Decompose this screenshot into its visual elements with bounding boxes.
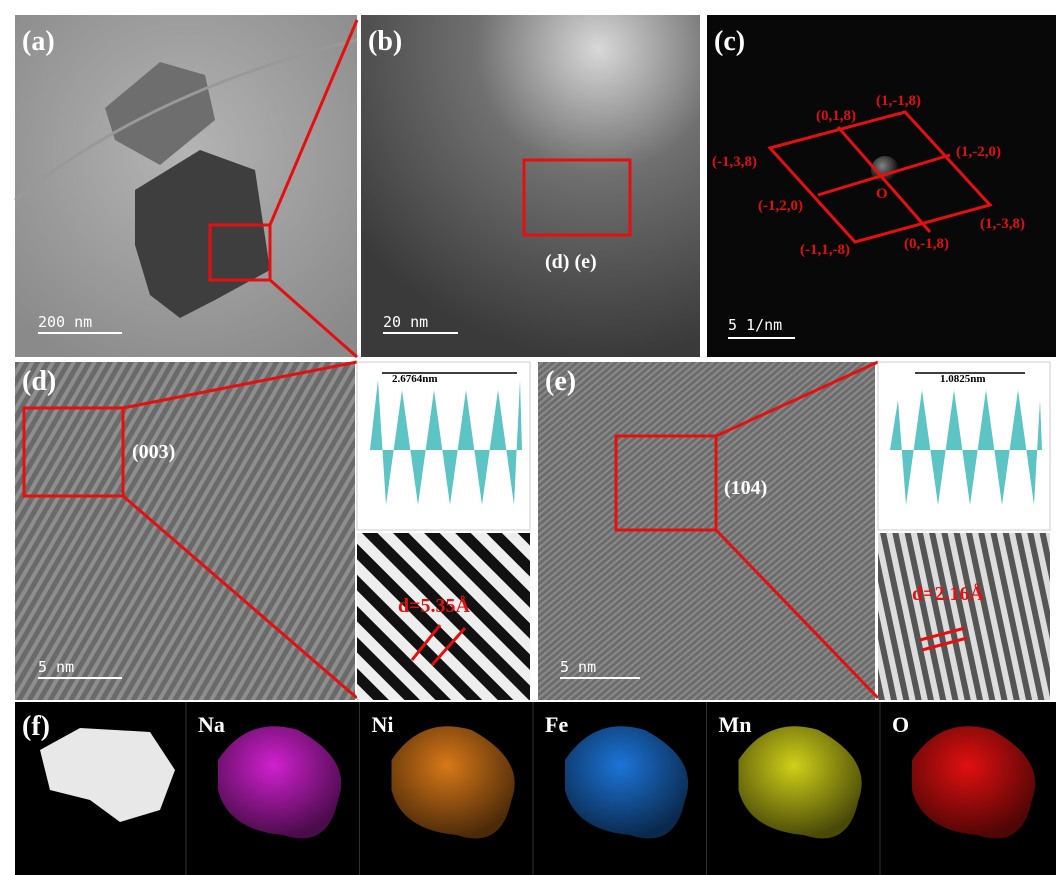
scale-label: 5 nm [38, 658, 74, 676]
lattice [836, 126, 932, 233]
panel-label: (a) [22, 26, 55, 57]
scale-label: 5 nm [560, 658, 596, 676]
zoom-box [614, 434, 718, 532]
profile-label: 1.0825nm [940, 373, 986, 385]
zoom-box [208, 223, 272, 282]
spot-label: (1,-1,8) [876, 93, 921, 109]
element-label: O [892, 712, 909, 737]
film-edge [14, 38, 358, 202]
element-map [218, 726, 342, 839]
spot-label: (0,1,8) [816, 108, 856, 124]
element-map [391, 726, 515, 839]
lattice [817, 153, 951, 197]
scale-label: 5 1/nm [728, 316, 782, 334]
element-map [565, 726, 689, 839]
element-label: Mn [719, 712, 752, 737]
panel-label: (c) [714, 26, 745, 57]
zoom-line [714, 528, 880, 700]
spot-label: (1,-2,0) [956, 144, 1001, 160]
panel-label: (b) [368, 26, 402, 57]
zoom-line [269, 278, 358, 359]
plane-label: (003) [132, 441, 175, 463]
profile-label: 2.6764nm [392, 373, 438, 385]
spot-label: (-1,2,0) [758, 198, 803, 214]
plane-label: (104) [724, 477, 767, 499]
element-map [738, 726, 862, 839]
spot-label: (1,-3,8) [980, 216, 1025, 232]
panel-label: (d) [22, 366, 56, 397]
spacing-marker [921, 636, 968, 652]
map-background [15, 702, 1056, 875]
profile-curve [890, 390, 1042, 505]
haadf-particle [40, 728, 175, 822]
annotation: (d) (e) [545, 251, 597, 273]
tem-image [361, 15, 700, 357]
spot-label: (0,-1,8) [904, 236, 949, 252]
lattice [767, 110, 993, 244]
zoom-line [122, 360, 358, 410]
zoom-line [715, 360, 879, 438]
spacing-marker [410, 624, 442, 661]
zoom-box [22, 406, 125, 498]
zoom-line [268, 19, 359, 226]
element-map [912, 726, 1036, 839]
scale-label: 200 nm [38, 313, 92, 331]
particle [135, 150, 270, 318]
spacing-marker [430, 627, 467, 666]
scale-label: 20 nm [383, 313, 428, 331]
zoom-box [522, 158, 632, 237]
panel-label: (e) [545, 366, 576, 397]
fft-image [357, 533, 530, 700]
spot-label: (-1,3,8) [712, 154, 757, 170]
spacing-marker [919, 626, 966, 642]
spacing-label: d=2.16Å [912, 582, 985, 605]
zoom-line [122, 494, 358, 700]
saed-image [707, 15, 1056, 357]
eds-maps: (f) Na Ni Fe Mn O [15, 702, 1056, 875]
particle [105, 62, 215, 165]
fft-image [878, 533, 1050, 700]
element-label: Ni [372, 712, 394, 737]
element-label: Fe [545, 712, 568, 737]
spacing-label: d=5.35Å [398, 594, 471, 617]
element-label: Na [198, 712, 225, 737]
hrtem-image [15, 362, 355, 700]
panel-label: (f) [22, 711, 50, 742]
origin-label: O [876, 186, 888, 202]
spot-label: (-1,1,-8) [800, 242, 850, 258]
profile-curve [370, 380, 522, 505]
